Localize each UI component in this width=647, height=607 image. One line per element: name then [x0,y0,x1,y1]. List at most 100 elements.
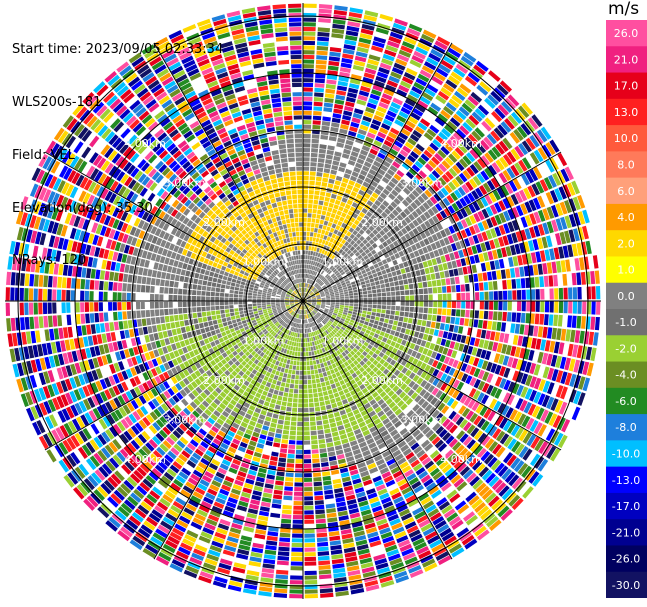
radar-gate [315,237,320,243]
radar-gate [303,3,317,8]
radar-gate [411,189,420,198]
radar-gate [266,535,278,542]
radar-gate [382,118,393,127]
radar-gate [303,259,305,264]
radar-gate [303,110,312,115]
radar-gate [332,322,337,327]
radar-gate [414,160,424,169]
radar-gate [459,353,467,362]
radar-gate [474,310,480,319]
radar-gate [577,301,582,314]
radar-gate [382,301,387,305]
radar-gate [373,276,379,282]
radar-gate [447,75,461,86]
radar-gate [481,220,489,230]
radar-gate [313,472,322,478]
radar-gate [348,321,354,326]
radar-gate [355,345,361,351]
radar-gate [315,514,326,519]
radar-gate [328,455,337,462]
radar-gate [377,292,382,297]
radar-gate [319,578,333,584]
radar-gate [447,47,461,58]
radar-gate [551,383,560,397]
radar-gate [499,80,513,93]
radar-gate [358,297,363,301]
radar-gate [303,203,308,208]
radar-gate [310,370,315,375]
radar-gate [315,252,319,257]
radar-gate [367,261,373,267]
radar-gate [550,234,558,247]
radar-gate [384,156,394,164]
radar-gate [306,333,309,338]
radar-gate [431,169,441,179]
radar-gate [339,67,351,73]
radar-gate [289,350,293,356]
radar-gate [303,380,308,385]
radar-gate [261,380,267,386]
radar-gate [428,52,441,63]
radar-gate [305,283,307,288]
radar-gate [350,73,362,81]
radar-gate [309,171,316,176]
radar-gate [527,185,536,198]
radar-gate [347,285,352,289]
radar-gate [287,397,293,403]
radar-gate [456,231,463,240]
radar-gate [527,403,537,416]
radar-gate [497,124,508,136]
radar-gate [386,80,399,88]
radar-gate [290,556,303,562]
radar-gate [366,286,372,291]
radar-gate [542,366,550,379]
radar-gate [489,301,494,310]
radar-gate [304,477,313,482]
radar-gate [353,219,360,226]
radar-gate [344,305,349,308]
radar-gate [275,370,280,376]
radar-gate [505,491,517,504]
radar-gate [344,328,350,334]
radar-gate [333,229,339,235]
radar-gate [520,386,529,398]
radar-gate [318,224,323,229]
radar-gate [417,248,424,256]
radar-gate [355,350,362,357]
radar-gate [435,390,443,399]
radar-gate [489,398,498,409]
radar-gate [399,190,408,199]
radar-gate [381,292,387,297]
radar-gate [477,233,484,243]
radar-gate [311,453,320,459]
radar-gate [429,79,441,90]
radar-gate [519,324,525,335]
radar-gate [525,154,536,167]
radar-gate [588,255,594,270]
radar-gate [340,256,346,262]
radar-gate [490,216,498,227]
radar-gate [319,452,328,458]
radar-gate [277,419,284,425]
radar-gate [468,114,480,126]
radar-gate [338,76,349,83]
radar-gate [270,512,281,519]
radar-gate [404,266,411,273]
radar-gate [476,348,483,358]
radar-gate [277,462,286,468]
radar-gate [369,331,375,337]
radar-gate [286,463,295,468]
radar-gate [542,443,553,457]
radar-gate [305,283,308,288]
radar-gate [509,244,517,256]
radar-gate [269,403,276,409]
radar-gate [387,345,394,352]
radar-gate [344,296,349,299]
radar-gate [336,90,347,96]
radar-gate [364,67,377,75]
radar-gate [428,227,435,235]
radar-gate [471,111,483,123]
radar-gate [410,112,421,121]
radar-gate [308,393,313,399]
radar-gate [285,383,290,388]
